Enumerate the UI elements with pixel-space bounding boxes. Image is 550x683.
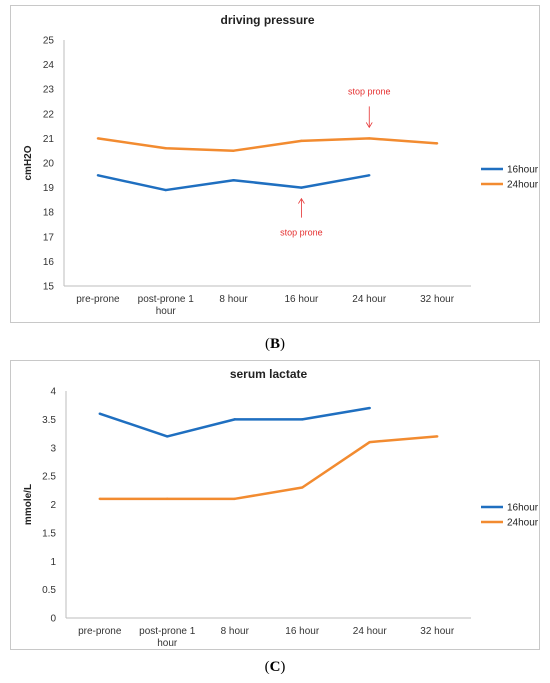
series-line-24hour <box>97 137 438 152</box>
annotation-arrowhead <box>298 197 305 204</box>
y-tick-label: 17 <box>43 232 55 243</box>
x-tick-label-line: 32 hour <box>420 294 455 305</box>
legend-label-24hour: 24hour <box>507 518 539 529</box>
x-tick-label: 32 hour <box>420 626 455 637</box>
y-tick-label: 21 <box>43 134 55 145</box>
x-tick-label-line: 16 hour <box>284 294 319 305</box>
data-point-16hour <box>164 188 167 192</box>
x-tick-label-line: 32 hour <box>420 626 455 637</box>
data-point-24hour <box>233 497 236 501</box>
chart-panel-driving-pressure: driving pressure cmH2O 15 16 17 18 19 20 21 22 23 2… <box>10 5 540 323</box>
series-line-24hour <box>99 435 438 501</box>
data-point-16hour <box>300 186 303 189</box>
y-tick-label: 4 <box>50 387 56 398</box>
data-point-16hour <box>96 174 100 177</box>
legend-label-16hour: 16hour <box>507 165 539 176</box>
data-point-24hour <box>368 137 371 140</box>
annotation-label: stop prone <box>280 228 323 238</box>
y-tick-label: 23 <box>43 85 55 96</box>
y-axis-label: cmH2O <box>23 145 34 180</box>
y-tick-label: 1 <box>50 557 56 568</box>
x-tick-label: post-prone 1 hour <box>138 294 195 317</box>
x-tick-label: 32 hour <box>420 294 455 305</box>
x-tick-label: 8 hour <box>219 294 248 305</box>
x-tick-label-line: hour <box>157 638 178 649</box>
x-tick-label-line: post-prone 1 <box>138 294 195 305</box>
x-tick-label: 24 hour <box>352 294 387 305</box>
data-point-24hour <box>368 440 371 444</box>
y-tick-label: 15 <box>43 282 55 293</box>
y-tick-label: 2 <box>50 500 56 511</box>
x-tick-label-line: hour <box>156 306 177 317</box>
data-point-16hour <box>368 174 371 177</box>
x-tick-label-line: post-prone 1 <box>139 626 196 637</box>
y-tick-label: 24 <box>43 60 55 71</box>
chart-title: driving pressure <box>220 13 314 27</box>
data-point-16hour <box>98 412 101 415</box>
y-tick-label: 25 <box>43 36 55 47</box>
chart-title: serum lactate <box>230 367 308 381</box>
x-tick-label-line: 24 hour <box>352 294 387 305</box>
data-point-24hour <box>166 497 169 501</box>
annotation-label: stop prone <box>348 86 391 96</box>
data-point-24hour <box>301 486 304 489</box>
x-tick-label: pre-prone <box>78 626 122 637</box>
legend-label-24hour: 24hour <box>507 180 539 191</box>
data-point-16hour <box>232 179 235 182</box>
data-point-24hour <box>232 149 235 152</box>
y-tick-label: 1.5 <box>42 528 56 539</box>
y-tick-label: 2.5 <box>42 472 56 483</box>
data-point-24hour <box>300 139 303 143</box>
x-tick-label: 8 hour <box>221 626 250 637</box>
x-tick-label: pre-prone <box>76 294 120 305</box>
series-line-16hour <box>97 174 370 192</box>
data-point-16hour <box>233 418 236 421</box>
annotation-arrowhead <box>365 122 373 129</box>
y-tick-label: 20 <box>43 159 55 170</box>
x-tick-label-line: 8 hour <box>219 294 248 305</box>
y-axis-label: mmole/L <box>23 484 34 525</box>
y-tick-label: 19 <box>43 183 55 194</box>
y-tick-label: 3 <box>50 443 56 454</box>
data-point-24hour <box>164 147 167 150</box>
y-tick-label: 18 <box>43 208 55 219</box>
data-point-16hour <box>166 435 169 438</box>
caption-b-letter: B <box>269 336 280 352</box>
serum-lactate-chart: serum lactate mmole/L 0 0.5 1 1.5 2 2.5 3 3.5 4 pre… <box>23 367 539 649</box>
caption-c-letter: C <box>269 659 281 675</box>
x-tick-label: post-prone 1 hour <box>139 626 196 649</box>
legend-label-16hour: 16hour <box>507 503 539 514</box>
data-point-16hour <box>301 418 304 421</box>
x-tick-label-line: 16 hour <box>285 626 320 637</box>
data-point-24hour <box>436 435 439 438</box>
series-line-16hour <box>99 406 370 438</box>
data-point-24hour <box>98 497 101 501</box>
data-point-24hour <box>96 137 100 140</box>
x-tick-label-line: 8 hour <box>221 626 250 637</box>
y-tick-label: 22 <box>43 109 55 120</box>
y-tick-label: 0 <box>50 614 56 625</box>
y-tick-label: 0.5 <box>42 585 56 596</box>
figure-caption-c: (C) <box>264 659 286 675</box>
x-tick-label: 24 hour <box>353 626 388 637</box>
data-point-16hour <box>368 406 371 410</box>
driving-pressure-chart: driving pressure cmH2O 15 16 17 18 19 20 21 22 23 2… <box>23 13 539 317</box>
y-tick-label: 16 <box>43 257 55 268</box>
x-tick-label: 16 hour <box>285 626 320 637</box>
data-point-24hour <box>435 142 439 145</box>
x-tick-label-line: 24 hour <box>353 626 388 637</box>
x-tick-label: 16 hour <box>284 294 319 305</box>
x-tick-label-line: pre-prone <box>78 626 122 637</box>
figure-caption-b: (B) <box>264 336 285 352</box>
x-tick-label-line: pre-prone <box>76 294 120 305</box>
chart-panel-serum-lactate: serum lactate mmole/L 0 0.5 1 1.5 2 2.5 3 3.5 4 pre… <box>10 360 540 650</box>
y-tick-label: 3.5 <box>42 415 56 426</box>
